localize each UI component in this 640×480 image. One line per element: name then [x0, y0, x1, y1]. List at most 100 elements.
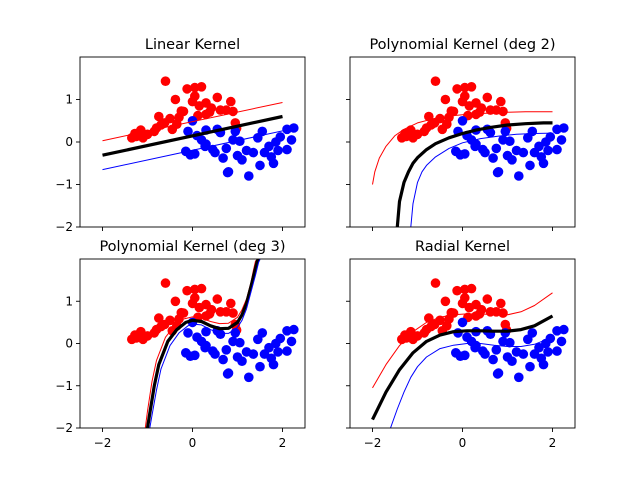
subplot-polynomial-kernel-deg3: Polynomial Kernel (deg 3) −2 0 2 −2 −1 0 1 [55, 239, 306, 450]
data-point-red [471, 311, 481, 321]
data-point-red [154, 313, 164, 323]
decision-boundary-line [102, 114, 283, 157]
data-point-red [496, 96, 506, 107]
data-point-red [430, 76, 441, 86]
data-point-blue [552, 144, 562, 155]
data-point-red [448, 308, 459, 318]
data-point-blue [556, 336, 567, 347]
data-point-red [460, 82, 470, 93]
data-point-red [440, 94, 451, 105]
data-point-blue [201, 326, 211, 337]
data-point-red [452, 285, 462, 296]
data-point-red [138, 334, 148, 345]
x-tick-label: 0 [189, 436, 197, 450]
data-point-blue [210, 147, 220, 158]
y-tick-label: −1 [55, 379, 73, 393]
data-point-blue [518, 349, 529, 359]
data-point-blue [493, 368, 504, 378]
data-point-red [182, 285, 192, 296]
data-point-blue [221, 345, 232, 355]
subplot-radial-kernel: Radial Kernel −2 0 2 [346, 239, 576, 450]
data-point-red [448, 106, 459, 117]
data-point-blue [559, 123, 569, 133]
y-tick-label: 0 [65, 337, 73, 351]
data-point-blue [275, 333, 286, 344]
data-point-red [482, 92, 493, 103]
data-point-red [190, 284, 200, 295]
y-tick-label: 0 [65, 135, 73, 149]
data-point-blue [183, 328, 193, 338]
data-point-blue [480, 147, 490, 158]
data-point-red [460, 91, 470, 101]
data-point-red [190, 82, 200, 93]
data-point-red [460, 293, 470, 303]
margin-line-blue [410, 132, 553, 227]
data-point-blue [491, 345, 502, 355]
data-point-blue [488, 153, 498, 163]
data-point-red [178, 308, 189, 318]
margin-line-red [102, 102, 283, 142]
data-point-blue [218, 354, 228, 365]
data-point-blue [514, 372, 524, 383]
data-point-red [471, 109, 481, 120]
data-point-blue [223, 368, 234, 378]
data-point-blue [545, 132, 556, 142]
data-point-blue [244, 372, 254, 383]
data-point-blue [230, 328, 241, 338]
plot-area [102, 76, 299, 181]
data-point-blue [500, 126, 511, 137]
decision-boundary-line [145, 259, 261, 428]
data-point-red [154, 111, 164, 122]
data-point-blue [543, 347, 553, 357]
data-point-red [178, 106, 189, 117]
margin-line-red [372, 111, 553, 185]
data-point-blue [255, 361, 265, 372]
chart-title: Radial Kernel [415, 239, 510, 255]
data-point-blue [237, 155, 247, 165]
data-point-blue [488, 354, 498, 365]
plot-area [127, 259, 299, 428]
x-tick-label: −2 [94, 436, 112, 450]
subplot-linear-kernel: Linear Kernel −2 −1 0 1 [55, 37, 306, 234]
margin-line-blue [102, 130, 283, 171]
data-point-blue [286, 135, 297, 145]
data-point-blue [525, 160, 535, 171]
y-tick-label: −2 [55, 220, 73, 234]
data-point-red [460, 284, 470, 295]
data-point-red [226, 298, 236, 309]
data-point-blue [248, 147, 259, 158]
data-point-blue [221, 143, 232, 154]
data-point-blue [218, 153, 228, 163]
decision-boundary-line [395, 121, 553, 227]
data-point-blue [282, 346, 292, 356]
data-point-blue [187, 116, 198, 126]
data-point-red [170, 296, 181, 307]
data-point-blue [235, 337, 245, 348]
data-point-red [440, 296, 451, 307]
data-point-blue [559, 324, 569, 335]
data-point-blue [273, 347, 283, 357]
x-tick-label: 2 [549, 436, 557, 450]
data-point-blue [505, 337, 515, 348]
data-point-blue [507, 356, 517, 367]
y-tick-label: −1 [55, 178, 73, 192]
data-point-red [482, 294, 493, 304]
data-point-blue [289, 123, 299, 133]
data-point-blue [518, 147, 529, 158]
data-point-red [435, 113, 445, 124]
data-point-blue [457, 317, 468, 328]
plot-area [372, 76, 569, 227]
data-point-blue [527, 126, 538, 137]
chart-title: Linear Kernel [145, 37, 240, 53]
data-point-blue [491, 143, 502, 154]
data-point-blue [552, 346, 562, 356]
data-point-red [165, 315, 175, 326]
data-point-blue [237, 356, 247, 367]
data-point-blue [223, 167, 234, 177]
data-point-blue [268, 359, 279, 370]
data-point-red [165, 113, 175, 124]
data-point-blue [282, 144, 292, 155]
data-point-blue [485, 127, 496, 138]
x-tick-label: −2 [364, 436, 382, 450]
